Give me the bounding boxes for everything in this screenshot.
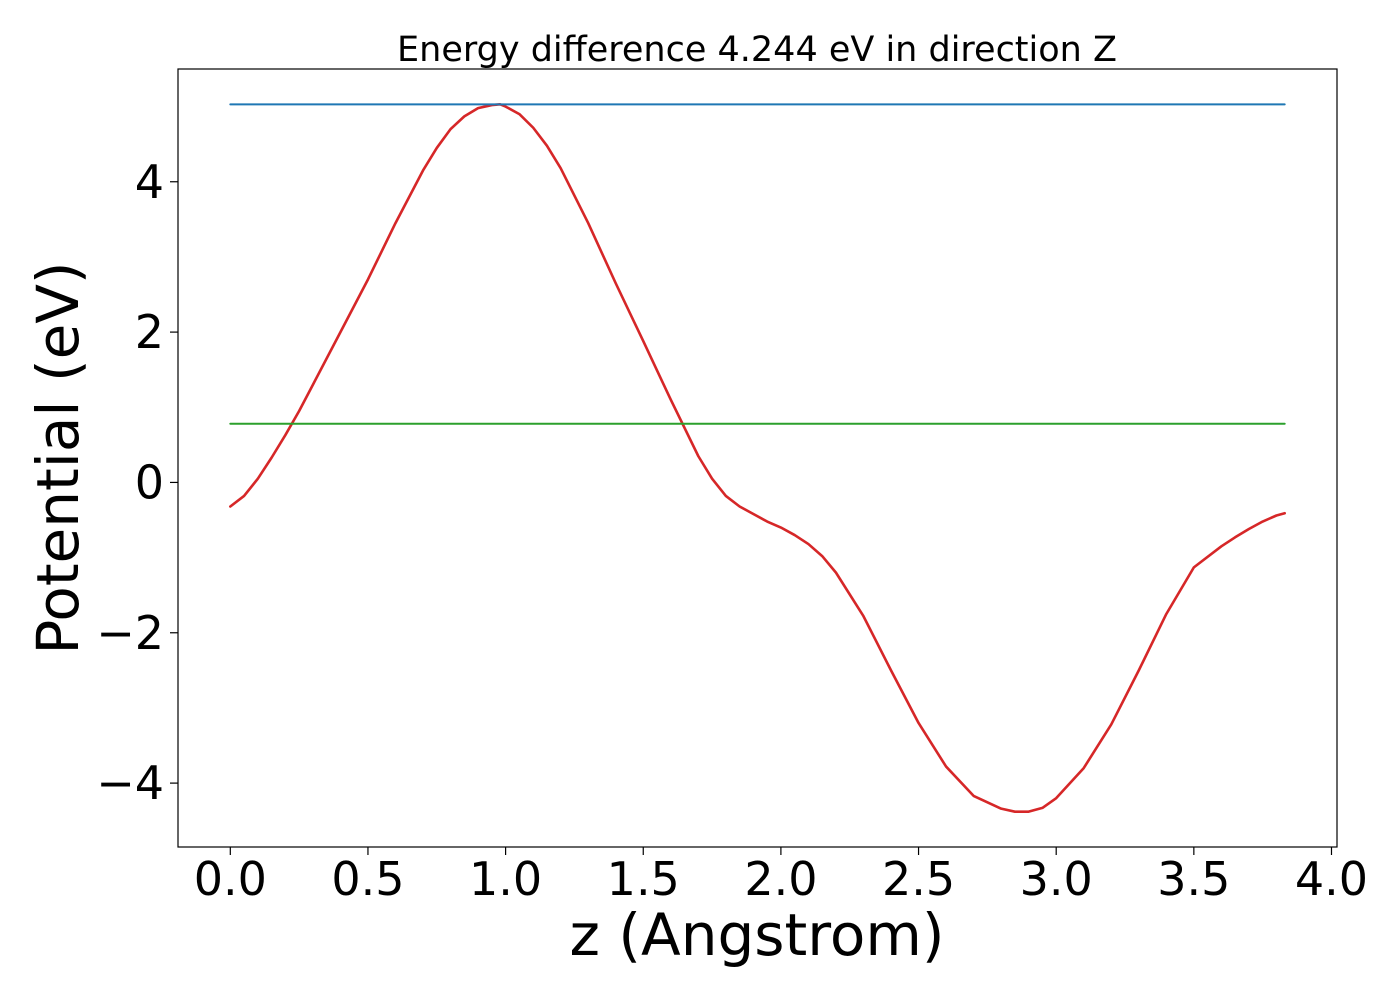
y-tick-label: −4 (96, 756, 164, 810)
y-tick-label: 2 (135, 305, 164, 359)
x-tick-label: 2.0 (744, 852, 817, 906)
y-tick-label: 0 (135, 455, 164, 509)
x-tick-label: 4.0 (1295, 852, 1368, 906)
y-tick-label: −2 (96, 606, 164, 660)
x-tick-label: 0.5 (331, 852, 404, 906)
x-tick-label: 0.0 (194, 852, 267, 906)
chart-title: Energy difference 4.244 eV in direction … (397, 30, 1117, 70)
y-axis-label: Potential (eV) (24, 261, 92, 654)
plot-frame (177, 68, 1338, 848)
plot-area (177, 68, 1338, 848)
x-tick-label: 2.5 (882, 852, 955, 906)
x-axis-ticks: 0.0 0.5 1.0 1.5 2.0 2.5 3.0 3.5 4.0 (194, 847, 1368, 906)
x-tick-label: 3.0 (1020, 852, 1093, 906)
x-tick-label: 3.5 (1157, 852, 1230, 906)
y-axis-ticks: −4 −2 0 2 4 (96, 155, 178, 810)
x-tick-label: 1.5 (607, 852, 680, 906)
x-axis-label: z (Angstrom) (570, 901, 945, 969)
x-tick-label: 1.0 (469, 852, 542, 906)
y-tick-label: 4 (135, 155, 164, 209)
series-layer (229, 103, 1286, 813)
series-line-0 (229, 103, 1286, 813)
